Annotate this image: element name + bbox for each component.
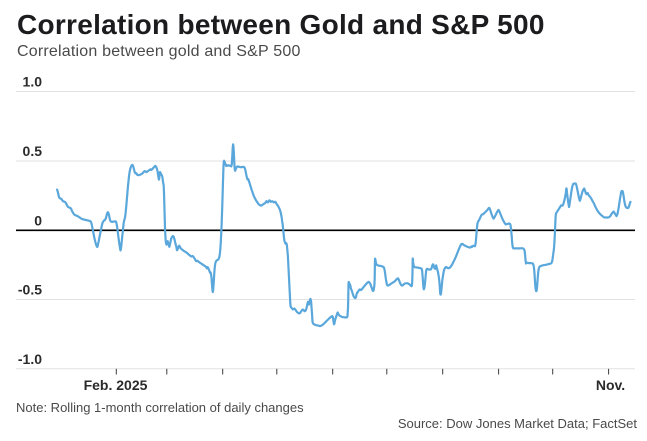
svg-text:0.5: 0.5 <box>23 143 43 159</box>
svg-text:0: 0 <box>34 212 42 228</box>
svg-text:Feb. 2025: Feb. 2025 <box>84 377 148 393</box>
svg-text:-1.0: -1.0 <box>18 351 42 367</box>
svg-text:-0.5: -0.5 <box>18 282 42 298</box>
svg-text:1.0: 1.0 <box>23 74 43 90</box>
svg-text:Nov.: Nov. <box>596 377 625 393</box>
